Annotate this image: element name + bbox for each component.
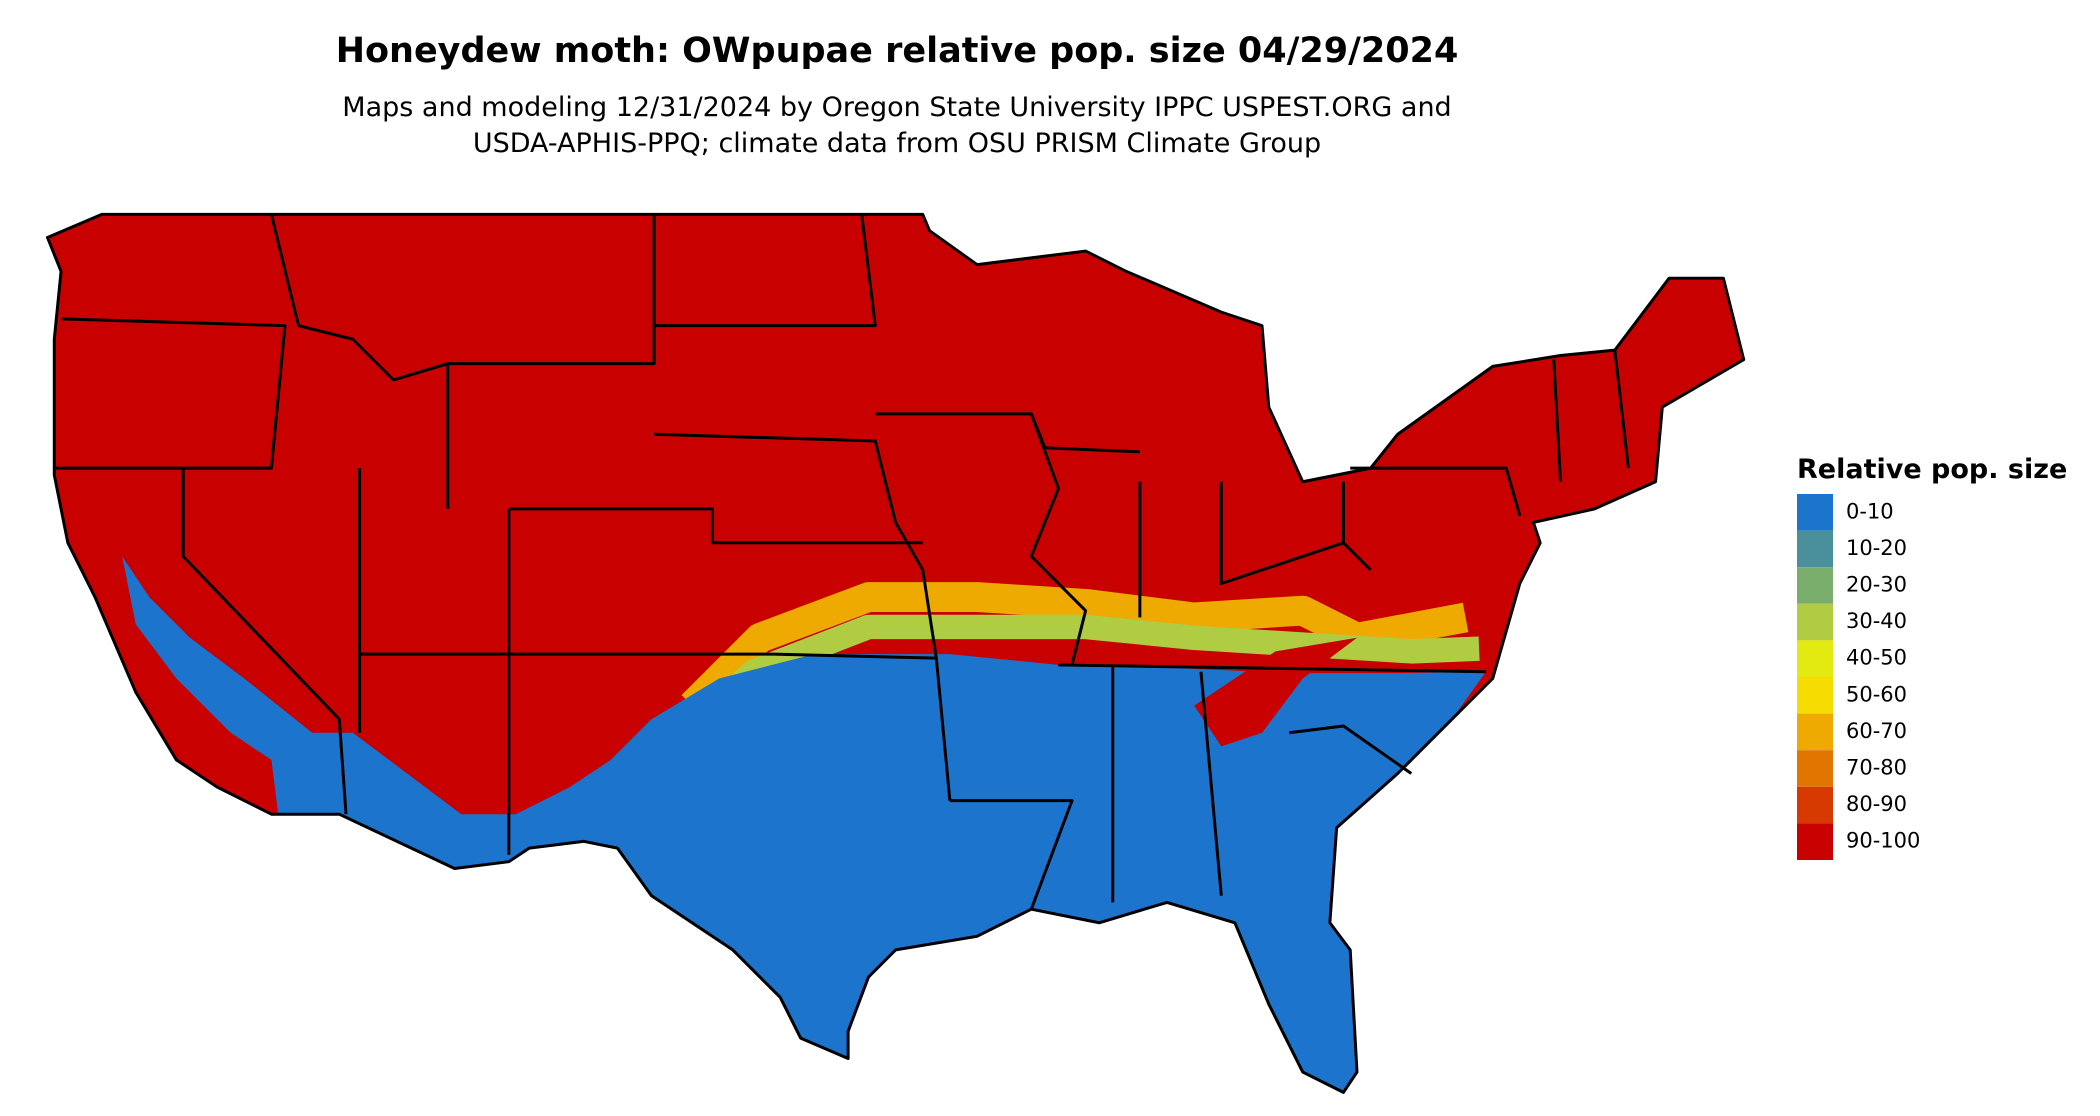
map-subtitle: USDA-APHIS-PPQ; climate data from OSU PR… [473, 128, 1321, 159]
legend-title: Relative pop. size [1797, 454, 2067, 485]
region-high [1194, 637, 1357, 747]
map-subtitle: Maps and modeling 12/31/2024 by Oregon S… [342, 92, 1451, 123]
legend-swatch [1797, 530, 1833, 568]
legend-label: 10-20 [1846, 536, 1907, 560]
band-low [670, 614, 1480, 749]
us-map [46, 212, 1746, 1094]
legend-swatch [1797, 603, 1833, 641]
legend-label: 80-90 [1846, 792, 1907, 816]
map-title: Honeydew moth: OWpupae relative pop. siz… [336, 31, 1459, 71]
legend-label: 0-10 [1846, 499, 1894, 523]
region-high [47, 214, 1744, 1093]
legend-label: 70-80 [1846, 756, 1907, 780]
legend-swatch [1797, 786, 1833, 824]
state-lines [46, 212, 1746, 1094]
legend-swatch [1797, 567, 1833, 604]
band-mid [681, 582, 1469, 717]
legend-swatch [1797, 750, 1833, 787]
legend-swatch [1797, 640, 1833, 677]
legend-label: 40-50 [1846, 646, 1907, 670]
legend-swatch [1797, 823, 1833, 860]
legend-swatch [1797, 713, 1833, 751]
legend-label: 30-40 [1846, 609, 1907, 633]
legend-label: 60-70 [1846, 719, 1907, 743]
legend-label: 50-60 [1846, 682, 1907, 706]
legend-label: 90-100 [1846, 829, 1920, 853]
legend: 0-10 10-20 20-30 30-40 40-50 50-60 60-70 70-80 8… [1797, 494, 1920, 860]
region-low [122, 556, 1486, 1093]
legend-swatch [1797, 494, 1833, 531]
legend-swatch [1797, 677, 1833, 714]
legend-label: 20-30 [1846, 573, 1907, 597]
